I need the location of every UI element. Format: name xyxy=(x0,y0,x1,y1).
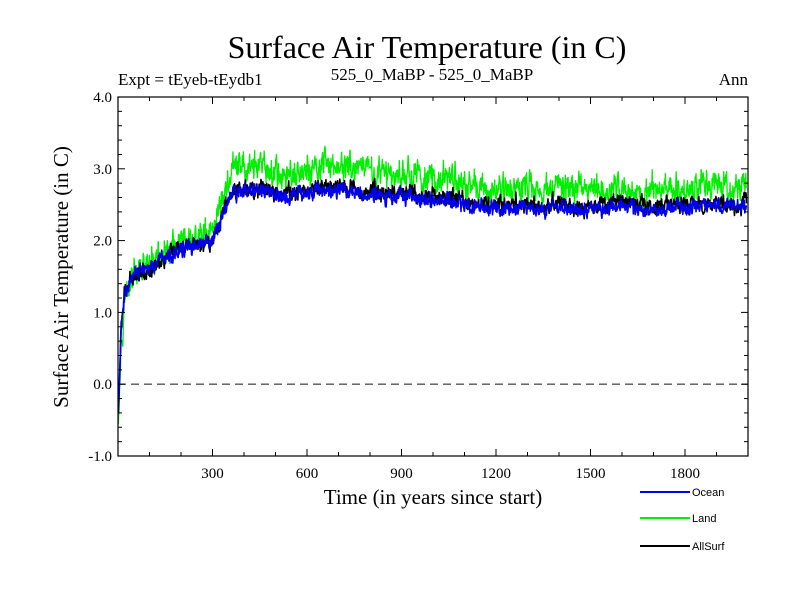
y-tick-label: 2.0 xyxy=(93,234,112,250)
legend-label-ocean: Ocean xyxy=(692,487,724,499)
x-tick-label: 300 xyxy=(201,466,224,482)
y-tick-label: 0.0 xyxy=(93,377,112,393)
chart-subtitle-center: 525_0_MaBP - 525_0_MaBP xyxy=(331,65,533,84)
series-line-ocean xyxy=(117,182,748,411)
legend: Ocean Land AllSurf xyxy=(640,487,725,553)
x-axis-label: Time (in years since start) xyxy=(324,485,543,509)
y-tick-label: 1.0 xyxy=(93,305,112,321)
chart-title: Surface Air Temperature (in C) xyxy=(228,29,627,65)
y-tick-label: -1.0 xyxy=(88,449,112,465)
x-tick-label: 1800 xyxy=(670,466,700,482)
y-tick-label: 4.0 xyxy=(93,90,112,106)
x-tick-label: 900 xyxy=(390,466,413,482)
y-tick-label: 3.0 xyxy=(93,162,112,178)
y-axis-label: Surface Air Temperature (in C) xyxy=(49,146,73,408)
chart-subtitle-left: Expt = tEyeb-tEydb1 xyxy=(118,70,263,89)
legend-label-allsurf: AllSurf xyxy=(692,541,725,553)
x-tick-label: 1200 xyxy=(481,466,511,482)
x-tick-label: 1500 xyxy=(576,466,606,482)
chart-subtitle-right: Ann xyxy=(719,70,749,89)
legend-label-land: Land xyxy=(692,513,716,525)
plot-area: 300 600 900 1200 1500 1800 -1.0 0.0 1.0 2.0 3.0 4.0 xyxy=(88,90,749,482)
x-tick-label: 600 xyxy=(296,466,319,482)
